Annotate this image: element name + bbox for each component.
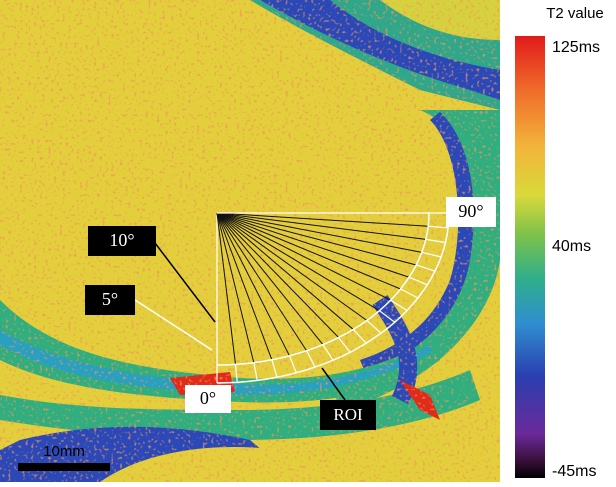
colorbar-label: 40ms bbox=[552, 238, 591, 255]
roi-label: ROI bbox=[333, 405, 363, 424]
angle-label: 90° bbox=[458, 201, 483, 221]
colorbar-label: -45ms bbox=[552, 463, 596, 480]
figure: 10° 5° 0° 90° ROI 10mm T2 value 125ms 40… bbox=[0, 0, 616, 482]
colorbar-title: T2 value bbox=[546, 5, 604, 22]
colorbar-label: 125ms bbox=[552, 39, 600, 56]
angle-label: 10° bbox=[109, 230, 134, 250]
scale-bar bbox=[18, 463, 110, 471]
colorbar bbox=[515, 36, 545, 478]
scale-label: 10mm bbox=[43, 443, 85, 460]
angle-label: 5° bbox=[102, 289, 118, 309]
angle-label: 0° bbox=[200, 388, 216, 408]
